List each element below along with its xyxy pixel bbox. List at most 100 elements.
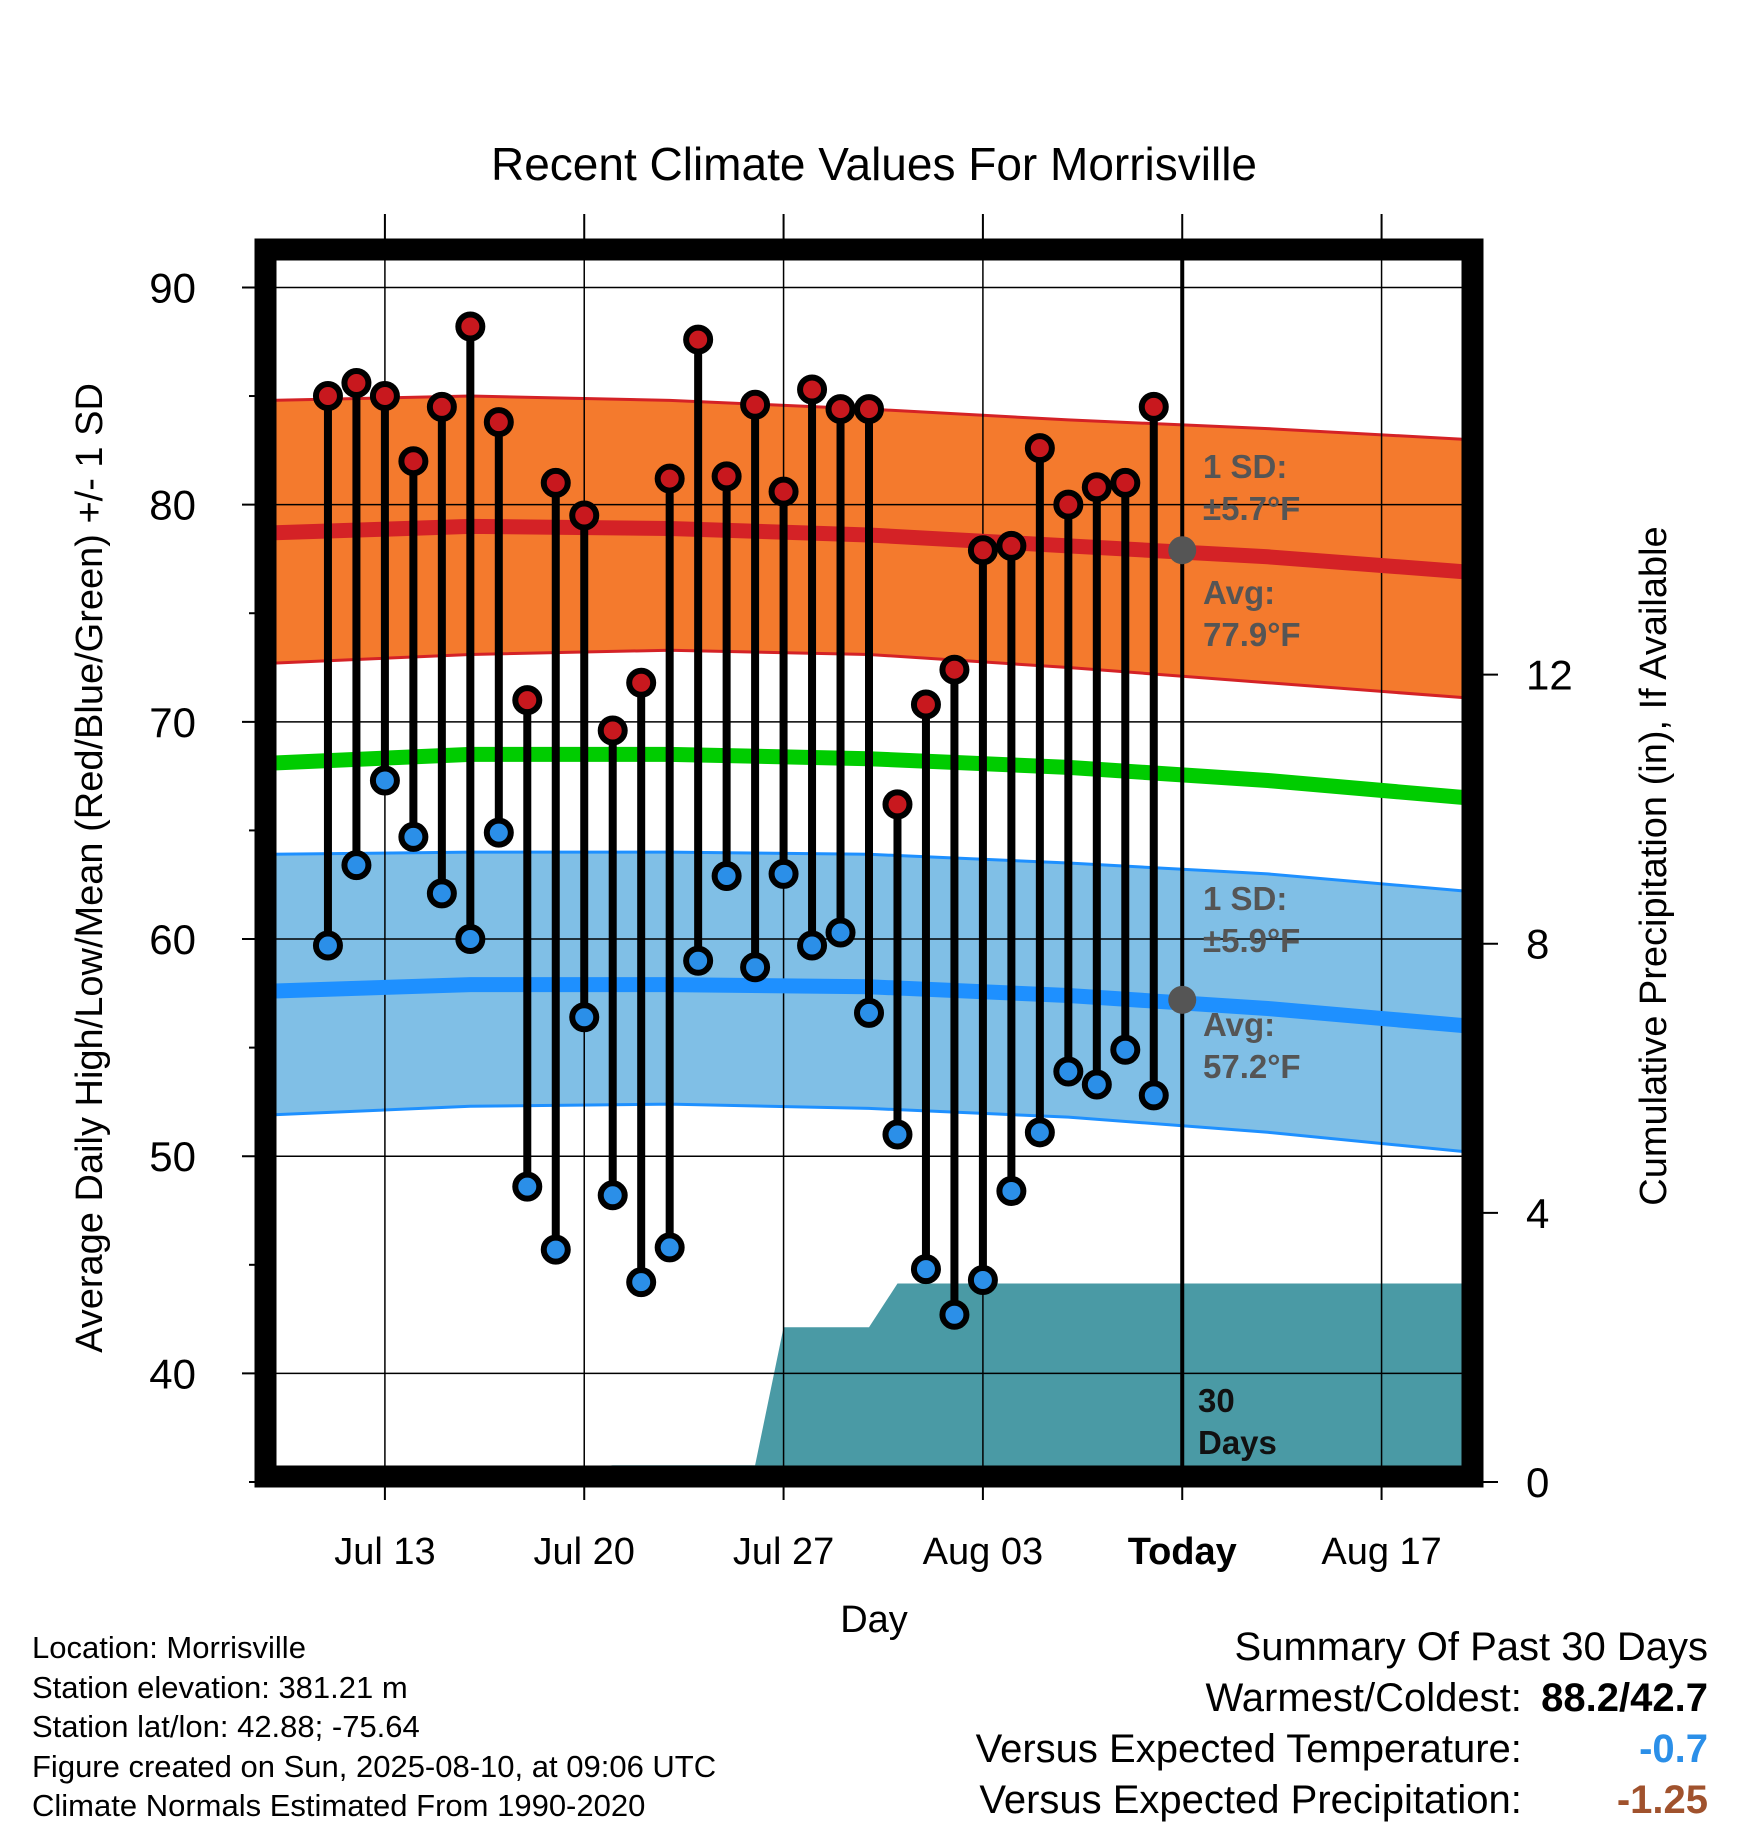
high-point <box>882 789 913 820</box>
high-point <box>654 463 685 494</box>
summary-heading: Summary Of Past 30 Days <box>1234 1625 1708 1669</box>
y2-axis-label: Cumulative Precipitation (in), If Availa… <box>1633 526 1675 1205</box>
high-point <box>996 530 1027 561</box>
high-point <box>540 467 571 498</box>
y2-tick-label: 8 <box>1526 921 1549 968</box>
window-days-number: 30 <box>1198 1382 1235 1419</box>
precip-label: Versus Expected Precipitation: <box>979 1778 1522 1822</box>
x-tick-label: Jul 20 <box>534 1531 635 1573</box>
low-sd-value: ±5.9°F <box>1203 922 1300 959</box>
precip-value: -1.25 <box>1616 1778 1708 1822</box>
low-point <box>626 1267 657 1298</box>
high-point <box>1053 489 1084 520</box>
high-point <box>825 394 856 425</box>
low-point <box>597 1180 628 1211</box>
today-high-avg-marker <box>1168 536 1197 565</box>
low-point <box>398 821 429 852</box>
low-point <box>1138 1080 1169 1111</box>
precipitation-area <box>271 1283 1467 1471</box>
low-point <box>341 850 372 881</box>
x-tick-label: Aug 17 <box>1321 1531 1441 1573</box>
chart-title: Recent Climate Values For Morrisville <box>491 138 1257 190</box>
latlon-text: Station lat/lon: 42.88; -75.64 <box>32 1709 420 1744</box>
low-sd-label: 1 SD: <box>1203 880 1287 917</box>
warm-cold-label: Warmest/Coldest: <box>1205 1676 1522 1720</box>
low-point <box>797 930 828 961</box>
high-point <box>483 407 514 438</box>
high-point <box>426 391 457 422</box>
high-point <box>910 689 941 720</box>
normals-text: Climate Normals Estimated From 1990-2020 <box>32 1788 646 1823</box>
y-tick-label: 90 <box>149 264 196 311</box>
high-point <box>455 311 486 342</box>
high-point <box>369 381 400 412</box>
high-point <box>683 324 714 355</box>
low-point <box>1024 1117 1055 1148</box>
high-point <box>398 446 429 477</box>
high-point <box>1138 391 1169 422</box>
low-point <box>540 1234 571 1265</box>
y-tick-label: 70 <box>149 699 196 746</box>
summary-panel: Summary Of Past 30 Days Warmest/Coldest:… <box>976 1622 1708 1826</box>
high-point <box>312 381 343 412</box>
temp-label: Versus Expected Temperature: <box>975 1727 1522 1771</box>
high-avg-label: Avg: <box>1203 574 1275 611</box>
y2-tick-label: 4 <box>1526 1190 1549 1237</box>
low-point <box>740 952 771 983</box>
high-point <box>512 685 543 716</box>
high-point <box>1024 433 1055 464</box>
y-axis-label: Average Daily High/Low/Mean (Red/Blue/Gr… <box>69 383 111 1353</box>
y-tick-label: 50 <box>149 1133 196 1180</box>
low-point <box>882 1119 913 1150</box>
low-avg-value: 57.2°F <box>1203 1048 1301 1085</box>
low-point <box>1053 1056 1084 1087</box>
y2-tick-label: 12 <box>1526 652 1573 699</box>
summary-warm-cold: Warmest/Coldest: 88.2/42.7 <box>976 1673 1709 1724</box>
low-avg-label: Avg: <box>1203 1006 1275 1043</box>
plot-frame <box>254 238 1484 1488</box>
high-sd-label: 1 SD: <box>1203 448 1287 485</box>
high-point <box>797 374 828 405</box>
low-point <box>1110 1034 1141 1065</box>
low-point <box>369 765 400 796</box>
y-tick-label: 60 <box>149 916 196 963</box>
low-point <box>654 1232 685 1263</box>
y-tick-label: 40 <box>149 1350 196 1397</box>
low-point <box>312 930 343 961</box>
low-point <box>1081 1069 1112 1100</box>
low-point <box>455 924 486 955</box>
low-point <box>683 945 714 976</box>
elevation-text: Station elevation: 381.21 m <box>32 1669 408 1705</box>
high-point <box>1081 472 1112 503</box>
high-point <box>939 654 970 685</box>
low-point <box>996 1175 1027 1206</box>
summary-precip: Versus Expected Precipitation: -1.25 <box>976 1775 1708 1826</box>
low-point <box>910 1254 941 1285</box>
x-tick-label: Jul 27 <box>733 1531 834 1573</box>
x-tick-label: Today <box>1128 1531 1237 1573</box>
location-text: Location: Morrisville <box>32 1630 306 1665</box>
high-point <box>1110 467 1141 498</box>
high-point <box>626 667 657 698</box>
summary-temp: Versus Expected Temperature: -0.7 <box>976 1724 1708 1775</box>
low-point <box>569 1002 600 1033</box>
created-text: Figure created on Sun, 2025-08-10, at 09… <box>32 1748 717 1784</box>
high-avg-value: 77.9°F <box>1203 616 1301 653</box>
low-point <box>825 917 856 948</box>
y2-tick-label: 0 <box>1526 1459 1549 1506</box>
high-point <box>854 394 884 425</box>
normal-low-sd-band-lower-edge <box>271 1102 1467 1154</box>
high-point <box>341 368 372 399</box>
y-tick-label: 80 <box>149 482 196 529</box>
high-point <box>740 389 771 420</box>
plot-area: 1 SD: ±5.7°F Avg: 77.9°F 1 SD: ±5.9°F Avg: 57.2… <box>271 255 1467 1471</box>
x-axis-label: Day <box>840 1599 908 1641</box>
low-point <box>512 1171 543 1202</box>
temp-value: -0.7 <box>1639 1727 1708 1771</box>
high-point <box>967 535 998 566</box>
x-tick-label: Aug 03 <box>923 1531 1043 1573</box>
low-point <box>939 1299 970 1330</box>
today-low-avg-marker <box>1168 985 1197 1014</box>
high-point <box>768 476 799 507</box>
